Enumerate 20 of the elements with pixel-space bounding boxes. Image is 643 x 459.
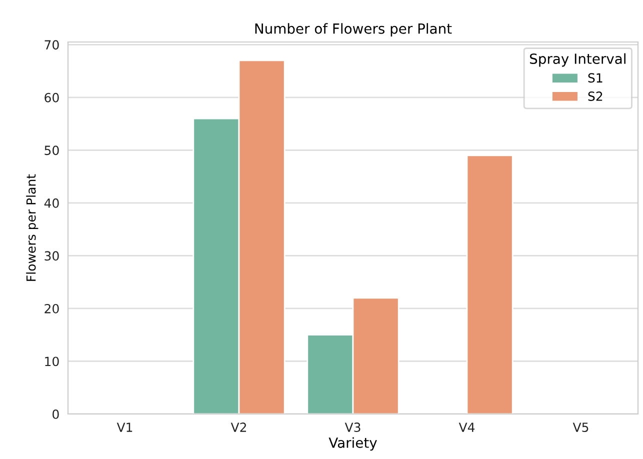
y-tick-label: 40	[44, 198, 59, 208]
y-tick-label: 20	[44, 304, 59, 314]
x-tick-label: V1	[116, 422, 132, 432]
x-axis-title: Variety	[328, 437, 377, 451]
legend-label: S2	[588, 92, 602, 101]
y-tick-label: 70	[44, 40, 59, 50]
y-tick-label: 50	[44, 146, 59, 156]
y-tick-label: 60	[44, 92, 59, 102]
y-tick-label: 0	[52, 409, 59, 419]
bar	[466, 154, 514, 414]
y-tick-label: 10	[45, 356, 59, 366]
x-tick-label: V3	[344, 422, 360, 432]
y-tick-label: 30	[44, 251, 59, 261]
y-axis-title: Flowers per Plant	[26, 174, 38, 281]
chart-title: Number of Flowers per Plant	[255, 23, 452, 37]
legend-title: Spray Interval	[530, 53, 626, 67]
legend-label: S1	[588, 73, 602, 83]
x-tick-label: V5	[572, 422, 588, 432]
x-tick-label: V4	[458, 422, 475, 432]
x-tick-label: V2	[230, 422, 246, 432]
